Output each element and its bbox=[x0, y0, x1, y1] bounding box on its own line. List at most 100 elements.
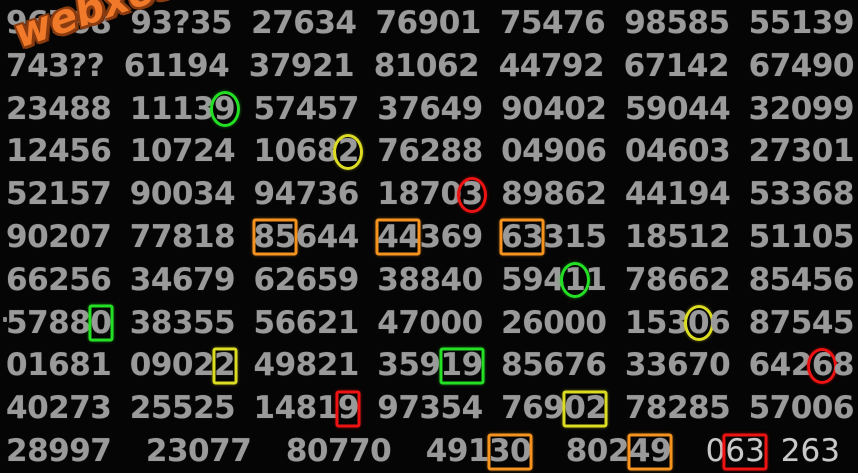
number-cell: 10724 bbox=[129, 133, 236, 170]
number-row: 57880 38355 56621 47000 26000 15306 87545 bbox=[0, 302, 858, 345]
marked-digits-red-circle: 6 bbox=[811, 347, 834, 384]
number-row: 12456 10724 10682 76288 04906 04603 27301 bbox=[0, 130, 858, 173]
marked-digits-red-box: 9 bbox=[337, 390, 360, 427]
number-cell: 96768 bbox=[6, 4, 112, 41]
digits-suffix: 6 bbox=[709, 304, 731, 341]
digits-suffix: 644 bbox=[295, 218, 360, 255]
marked-digits-yellow-box: 2 bbox=[214, 347, 236, 384]
number-cell: 97354 bbox=[377, 390, 483, 427]
number-cell: 63315 bbox=[501, 218, 607, 255]
number-cell: 59411 bbox=[501, 261, 607, 298]
number-cell: 80770 bbox=[285, 433, 392, 470]
number-cell: 66256 bbox=[6, 261, 112, 298]
number-row: 96768 93?35 27634 76901 75476 98585 55139 bbox=[0, 2, 858, 45]
number-cell: 38840 bbox=[377, 261, 483, 298]
digits-suffix: 8 bbox=[832, 347, 855, 384]
number-cell: 04906 bbox=[501, 133, 607, 170]
number-cell: 75476 bbox=[499, 4, 606, 41]
number-cell: 10682 bbox=[253, 133, 360, 170]
number-cell: 78285 bbox=[624, 390, 731, 427]
number-cell: 62659 bbox=[253, 261, 360, 298]
marked-digits-red-box: 63 bbox=[725, 433, 765, 470]
number-cell: 18512 bbox=[624, 218, 731, 255]
number-cell: 15306 bbox=[624, 304, 731, 341]
number-cell: 77818 bbox=[129, 218, 236, 255]
number-cell: 67490 bbox=[748, 47, 855, 84]
number-cell: 90207 bbox=[6, 218, 112, 255]
number-cell: 27301 bbox=[748, 133, 855, 170]
number-cell: 56621 bbox=[253, 304, 360, 341]
number-cell: 23077 bbox=[145, 433, 252, 470]
number-row: 52157 90034 94736 18703 89862 44194 53368 bbox=[0, 173, 858, 216]
marked-digits-yellow-circle: 0 bbox=[688, 304, 710, 341]
number-cell: 80249 bbox=[566, 433, 672, 470]
number-cell: 32099 bbox=[748, 90, 855, 127]
digits-suffix: 1 bbox=[585, 261, 607, 298]
number-cell: 76288 bbox=[377, 133, 483, 170]
number-cell: 35919 bbox=[377, 347, 483, 384]
number-cell: 23488 bbox=[6, 90, 112, 127]
digits-prefix: 491 bbox=[425, 433, 490, 470]
number-cell: 85676 bbox=[501, 347, 607, 384]
digits-prefix: 1068 bbox=[253, 133, 339, 170]
digits-prefix: 1113 bbox=[129, 90, 215, 127]
number-cell: 04603 bbox=[624, 133, 731, 170]
number-cell: 09022 bbox=[130, 347, 236, 384]
number-cell: 51105 bbox=[748, 218, 855, 255]
marked-digits-orange-box: 85 bbox=[253, 218, 297, 255]
digits-prefix: 1481 bbox=[253, 390, 339, 427]
number-cell: 25525 bbox=[129, 390, 236, 427]
number-cell: 87545 bbox=[748, 304, 855, 341]
number-row: 90207 77818 85644 44369 63315 18512 51105 bbox=[0, 216, 858, 259]
digits-prefix: 359 bbox=[377, 347, 441, 384]
number-cell: 12456 bbox=[6, 133, 112, 170]
number-cell: 57880 bbox=[6, 304, 112, 341]
digits-prefix: 642 bbox=[748, 347, 813, 384]
marked-digits-orange-box: 30 bbox=[488, 433, 532, 470]
number-row: 28997 23077 80770 49130 80249 063 263 bbox=[0, 430, 858, 473]
marked-digits-yellow-box: 02 bbox=[564, 390, 607, 427]
number-cell: 67142 bbox=[623, 47, 730, 84]
number-cell: 98585 bbox=[624, 4, 730, 41]
marked-digits-green-circle: 9 bbox=[214, 90, 236, 127]
digits-prefix: 594 bbox=[501, 261, 565, 298]
number-cell: 90402 bbox=[501, 90, 607, 127]
edge-speck bbox=[3, 317, 7, 322]
number-cell: 78662 bbox=[624, 261, 731, 298]
number-cell: 85456 bbox=[748, 261, 855, 298]
marked-digits-green-box: 0 bbox=[90, 304, 112, 341]
marked-digits-green-circle: 1 bbox=[564, 261, 586, 298]
number-cell: 89862 bbox=[501, 176, 607, 213]
number-cell: 61194 bbox=[123, 47, 230, 84]
digits-suffix: 369 bbox=[419, 218, 483, 255]
digits-suffix: 315 bbox=[543, 218, 607, 255]
number-cell: 28997 bbox=[6, 433, 112, 470]
marked-digits-yellow-circle: 2 bbox=[337, 133, 360, 170]
number-cell: 27634 bbox=[251, 4, 357, 41]
marked-digits-orange-box: 49 bbox=[628, 433, 672, 470]
number-row: 743?? 61194 37921 81062 44792 67142 67490 bbox=[0, 45, 858, 88]
number-cell: 53368 bbox=[748, 176, 855, 213]
number-cell: 90034 bbox=[129, 176, 236, 213]
number-cell: 14819 bbox=[253, 390, 360, 427]
marked-digits-orange-box: 44 bbox=[377, 218, 420, 255]
number-cell: 34679 bbox=[129, 261, 236, 298]
number-row: 40273 25525 14819 97354 76902 78285 57006 bbox=[0, 387, 858, 430]
number-cell: 44194 bbox=[624, 176, 731, 213]
number-cell: 40273 bbox=[6, 390, 112, 427]
digits-prefix: 5788 bbox=[6, 304, 91, 341]
number-cell: 33670 bbox=[624, 347, 731, 384]
number-cell: 01681 bbox=[6, 347, 112, 384]
digits-prefix: 0 bbox=[705, 433, 726, 470]
number-cell: 743?? bbox=[6, 47, 105, 84]
number-cell: 59044 bbox=[624, 90, 731, 127]
number-cell: 37649 bbox=[377, 90, 483, 127]
number-cell: 44792 bbox=[498, 47, 605, 84]
number-cell: 47000 bbox=[377, 304, 483, 341]
marked-digits-orange-box: 63 bbox=[501, 218, 544, 255]
number-row: 66256 34679 62659 38840 59411 78662 85456 bbox=[0, 259, 858, 302]
digits-prefix: 153 bbox=[624, 304, 689, 341]
number-cell: 263 bbox=[780, 433, 840, 470]
number-cell: 38355 bbox=[129, 304, 236, 341]
